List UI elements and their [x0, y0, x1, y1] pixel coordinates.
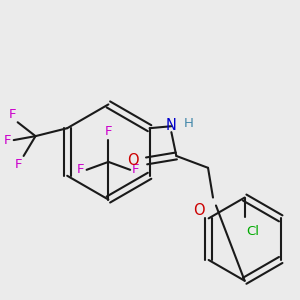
Text: F: F — [15, 158, 22, 171]
Text: F: F — [77, 163, 85, 176]
Text: O: O — [127, 153, 139, 168]
Text: F: F — [9, 108, 17, 121]
Text: O: O — [194, 202, 205, 217]
Text: H: H — [184, 117, 194, 130]
Text: Cl: Cl — [247, 225, 260, 238]
Text: F: F — [4, 134, 12, 147]
Text: F: F — [132, 163, 140, 176]
Text: F: F — [105, 125, 112, 138]
Text: N: N — [166, 118, 177, 133]
